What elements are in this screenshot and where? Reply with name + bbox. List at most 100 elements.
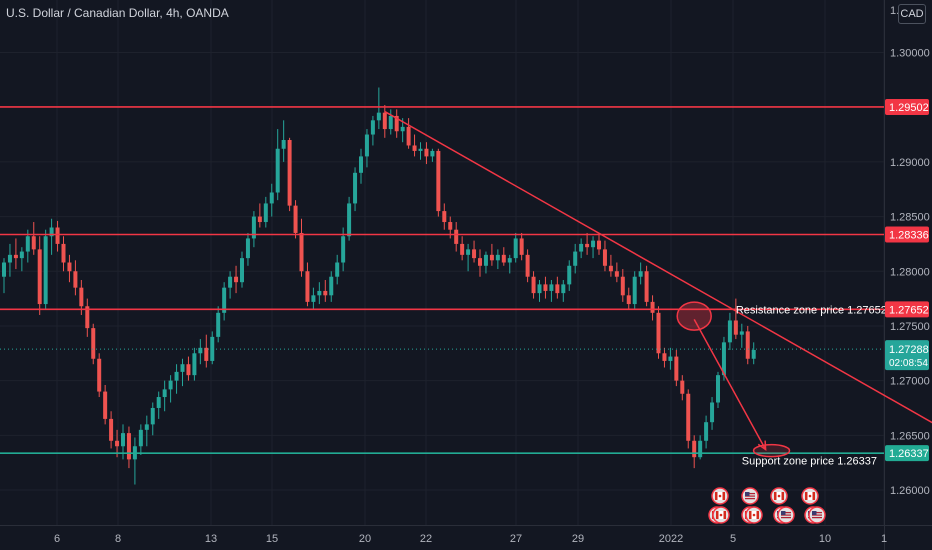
candle-body <box>228 276 233 288</box>
ca-flag-icon-bar-left <box>805 492 808 500</box>
candle-body <box>698 440 703 458</box>
candle-body <box>489 254 494 261</box>
candle-body <box>144 424 149 430</box>
candle-body <box>513 238 518 259</box>
candle-body <box>394 115 399 132</box>
candle-body <box>257 216 262 223</box>
ca-flag-icon-bar-right <box>812 492 815 500</box>
resistance-price-tag-label: 1.28336 <box>889 230 929 242</box>
time-tick-label: 2022 <box>659 533 683 545</box>
ca-flag-icon-bar-left <box>749 511 752 519</box>
candle-body <box>555 284 560 294</box>
support-price-tag <box>885 445 929 462</box>
candle-body <box>240 258 244 283</box>
candle-body <box>531 276 536 294</box>
candle-body <box>299 232 304 272</box>
us-flag-icon[interactable] <box>808 506 826 524</box>
time-tick-label: 1 <box>881 533 887 545</box>
price-tick-label: 1.28000 <box>890 266 930 278</box>
us-flag-icon-stripe <box>745 498 755 500</box>
candle-body <box>507 258 512 263</box>
candle-body <box>430 150 435 157</box>
price-tick-label: 1.28500 <box>890 212 930 224</box>
ca-flag-icon[interactable] <box>745 506 763 524</box>
candle-body <box>460 243 465 255</box>
candle-body <box>573 251 578 266</box>
candle-body <box>245 238 250 259</box>
candle-body <box>329 276 334 296</box>
candle-body <box>97 358 102 392</box>
candle-body <box>13 254 18 259</box>
candle-body <box>317 290 322 296</box>
price-tick-label: 1.26000 <box>890 485 930 497</box>
candle-body <box>400 126 405 132</box>
us-flag-icon[interactable] <box>777 506 795 524</box>
candle-body <box>680 380 685 394</box>
candle-body <box>454 229 459 244</box>
candle-body <box>168 380 173 390</box>
ca-flag-icon[interactable] <box>801 487 819 505</box>
us-flag-icon-stripe <box>812 512 822 514</box>
candle-body <box>115 440 120 447</box>
candle-body <box>549 284 554 291</box>
candle-body <box>537 284 542 294</box>
candle-body <box>519 238 524 255</box>
resistance-price-tag-label: 1.29502 <box>889 102 929 114</box>
candle-body <box>591 240 596 248</box>
candle-body <box>364 134 369 157</box>
ca-flag-icon-bar-left <box>774 492 777 500</box>
resistance-price-tag-label: 1.27652 <box>889 304 929 316</box>
candle-body <box>412 145 417 151</box>
candle-body <box>234 276 239 283</box>
candle-body <box>180 364 185 372</box>
candle-body <box>436 150 441 212</box>
candle-body <box>561 284 566 294</box>
candle-body <box>263 203 268 223</box>
candle-body <box>174 371 179 381</box>
ca-flag-icon[interactable] <box>770 487 788 505</box>
ca-flag-icon-bar-left <box>716 511 719 519</box>
candle-body <box>638 271 643 277</box>
us-flag-icon-stripe <box>745 495 755 497</box>
ca-flag-icon[interactable] <box>711 487 729 505</box>
candle-body <box>2 262 6 277</box>
us-flag-icon[interactable] <box>741 487 759 505</box>
us-flag-icon-stripe <box>745 493 755 495</box>
candle-body <box>335 262 340 277</box>
us-flag-icon-canton <box>781 511 786 515</box>
ca-flag-icon-bar-left <box>715 492 718 500</box>
support-price-tag-label: 1.26337 <box>889 448 929 460</box>
candle-body <box>442 211 447 223</box>
candle-body <box>121 433 125 447</box>
resistance-price-tag <box>885 98 929 115</box>
candle-body <box>204 347 209 361</box>
current-price-tag <box>885 340 929 371</box>
candle-body <box>686 393 691 441</box>
trendline <box>384 110 932 424</box>
candle-body <box>281 140 286 149</box>
candle-body <box>353 172 358 204</box>
candle-body <box>37 249 42 305</box>
candle-body <box>585 243 590 248</box>
price-tick-label: 1.27000 <box>890 376 930 388</box>
candle-body <box>733 320 738 335</box>
candle-body <box>721 342 726 376</box>
candle-body <box>347 203 352 237</box>
ca-flag-icon[interactable] <box>712 506 730 524</box>
candle-body <box>448 222 453 230</box>
us-flag-icon-stripe <box>812 514 822 516</box>
ca-flag-icon-leaf <box>752 513 756 517</box>
candle-body <box>644 271 649 302</box>
candle-body <box>305 271 310 302</box>
candle-body <box>597 240 601 250</box>
price-tick-label: 1.30000 <box>890 48 930 60</box>
countdown-label: 02:08:54 <box>889 358 928 369</box>
time-tick-label: 29 <box>572 533 584 545</box>
candle-body <box>162 389 167 398</box>
candle-body <box>388 115 393 130</box>
candle-body <box>186 364 191 376</box>
currency-badge[interactable]: CAD <box>898 4 926 24</box>
us-flag-icon-canton <box>812 511 817 515</box>
